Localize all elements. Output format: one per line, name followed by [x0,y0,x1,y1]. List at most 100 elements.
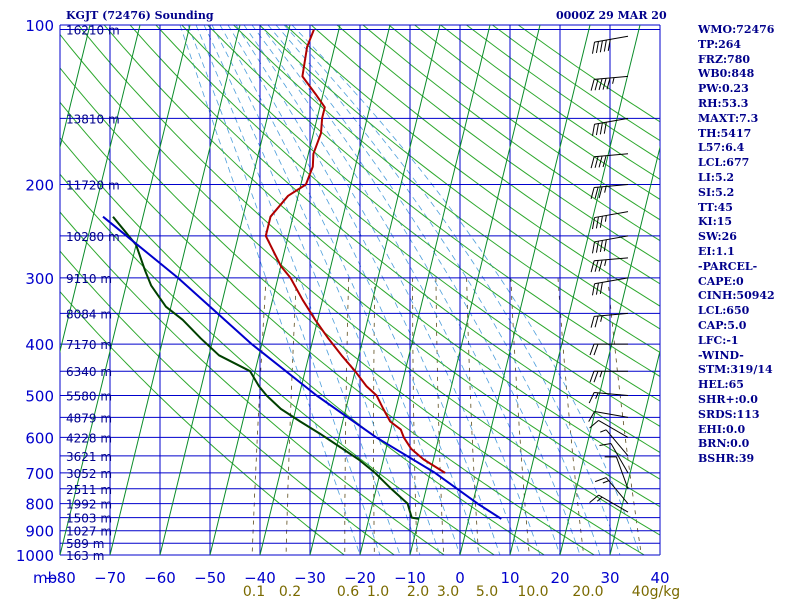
index-item: -PARCEL- [698,259,758,273]
wind-barb-half-flag [600,315,603,322]
wind-barb-flag [590,79,595,91]
wind-barb-flag [591,283,596,296]
height-label: 11720 m [66,179,120,193]
wind-barb-flag [593,371,599,383]
wind-barb [589,370,628,383]
index-item: TP:264 [698,37,742,51]
wind-barb-flag [594,315,599,328]
wind-barb-staff [594,257,629,262]
wind-barb-flag [603,39,607,52]
wind-barb-staff [610,443,629,474]
wind-barb-staff [594,410,629,418]
wind-barb-flag [606,77,611,90]
wind-barb-staff [605,429,629,457]
wind-barb-flag [599,442,612,446]
wind-barb-flag [590,316,595,328]
isotherm-line [459,25,591,555]
pressure-tick-label: 400 [25,336,54,354]
wind-barb-flag [595,282,599,295]
skewed-isotherms [60,25,660,555]
sounding-profiles [102,29,502,520]
wind-barb-staff [594,35,629,43]
wind-barb-flag [590,187,595,199]
sounding-time: 0000Z 29 MAR 20 [556,9,667,22]
wind-barb-flag [594,78,599,91]
height-label: 3052 m [66,467,112,481]
index-item: SHR+:0.0 [698,392,758,406]
isotherm-line [509,25,641,555]
mixing-ratio-line [344,277,350,555]
mixing-ratio-lines [251,277,642,555]
wind-barb [589,494,629,513]
pressure-tick-label: 200 [25,177,54,195]
height-label: 6340 m [66,365,112,379]
mixing-ratio-line [285,277,297,555]
mixing-ratio-label: 0.6 [337,584,359,600]
mixing-ratio-label: 40g/kg [632,584,680,600]
index-item: CAPE:0 [698,274,744,288]
index-item: SRDS:113 [698,407,760,421]
wind-barb-half-flag [604,215,607,222]
temperature-tick-label: 20 [550,569,569,587]
wind-barb-staff [594,153,629,158]
wind-barb [600,429,629,457]
index-item: WMO:72476 [698,23,775,36]
wind-barb-flag [598,186,603,199]
wind-barb [591,211,629,230]
isotherm-line [309,25,441,555]
wind-barb-flag [603,122,607,134]
wind-barb-staff [598,494,629,513]
wind-barb-flag [594,187,599,199]
index-item: TT:45 [698,200,733,214]
wind-barb-flag [602,78,607,90]
height-label: 4228 m [66,431,112,445]
mixing-ratio-line [412,277,418,555]
wind-barb-flag [595,241,599,253]
mixing-ratio-axis: 0.1 0.2 0.6 1.0 2.0 3.0 5.0 10.0 20.0 40g/kg [243,584,680,600]
wind-barb [604,456,629,489]
index-item: HEL:65 [698,378,744,392]
pressure-tick-label: 800 [25,496,54,514]
wind-barb-flag [599,122,603,135]
wind-barb [591,117,629,136]
temperature-tick-label: −60 [144,569,176,587]
index-item: LFC:-1 [698,333,739,347]
wind-barb-flag [602,155,607,168]
wind-barb-flag [589,371,595,383]
wind-barb [599,442,629,474]
pressure-tick-label: 900 [25,523,54,541]
mixing-ratio-label: 0.2 [279,584,301,600]
index-item: LI:5.2 [698,170,735,184]
sounding-line [112,216,419,520]
height-label: 4879 m [66,411,112,425]
index-item: KI:15 [698,215,733,229]
index-item: BSHR:39 [698,452,755,466]
mixing-ratio-label: 2.0 [407,584,429,600]
index-item: CINH:50942 [698,289,775,303]
height-label: 1503 m [66,512,112,526]
height-label: 8084 m [66,307,112,321]
pressure-tick-label: 500 [25,387,54,405]
height-label: 3621 m [66,450,112,464]
mixing-ratio-line [607,277,642,555]
pressure-tick-label: 600 [25,429,54,447]
height-label: 163 m [66,549,104,563]
index-item: BRN:0.0 [698,437,750,451]
index-item: FRZ:780 [698,52,751,66]
mixing-ratio-label: 1.0 [367,584,389,600]
wind-barb-flag [599,282,603,295]
wind-barb-flag [588,392,595,404]
height-label: 10280 m [66,230,120,244]
wind-barb-flag [598,259,603,272]
wind-barb-staff [594,312,629,317]
stability-indices: WMO:72476 TP:264 FRZ:780 WB0:848 PW:0.23 RH:5… [698,23,775,467]
wind-barb-staff [594,391,629,396]
isotherm-line [609,349,660,555]
wind-barb-half-flag [604,186,607,193]
sounding-line [102,215,502,520]
unit-label: mb [33,569,57,587]
wind-barb [588,410,629,422]
height-label: 16210 m [66,24,120,38]
index-item: RH:53.3 [698,96,749,110]
wind-barb-half-flag [600,429,607,433]
